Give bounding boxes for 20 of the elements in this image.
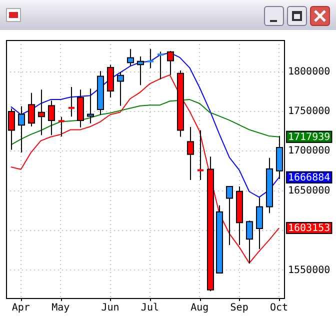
x-tick-label: Oct xyxy=(270,302,288,314)
candlestick xyxy=(58,116,66,137)
candlestick xyxy=(156,51,164,80)
x-tick-label: Jun xyxy=(101,302,120,314)
y-tick-label: 1550000 xyxy=(288,264,330,276)
x-tick-label: May xyxy=(52,302,70,314)
candlestick xyxy=(68,86,76,118)
y-tick-label: 1700000 xyxy=(288,146,330,157)
x-tick-label: Sep xyxy=(230,302,248,314)
annotation: 1666884 xyxy=(288,172,330,184)
y-tick-label: 1800000 xyxy=(288,66,330,78)
x-tick-label: Jul xyxy=(140,302,159,314)
candlestick xyxy=(146,48,154,69)
x-tick-label: Apr xyxy=(12,302,30,314)
y-tick-label: 1750000 xyxy=(288,106,330,118)
x-tick-label: Aug xyxy=(190,302,209,314)
y-tick-label: 1650000 xyxy=(288,185,330,196)
annotation: 1717939 xyxy=(288,132,330,143)
candlestick xyxy=(196,130,204,181)
annotation: 1603153 xyxy=(288,223,330,234)
